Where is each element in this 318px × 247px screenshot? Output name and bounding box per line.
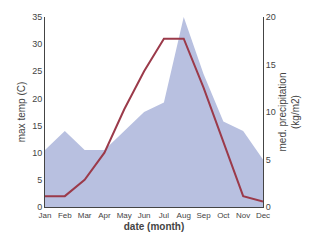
svg-text:Apr: Apr (98, 211, 111, 220)
svg-text:Jan: Jan (39, 211, 52, 220)
svg-text:Oct: Oct (217, 211, 230, 220)
svg-text:Sep: Sep (196, 211, 211, 220)
svg-text:Jul: Jul (159, 211, 169, 220)
svg-text:Mar: Mar (78, 211, 92, 220)
svg-text:20: 20 (32, 94, 42, 104)
svg-text:5: 5 (266, 155, 271, 165)
svg-text:Jun: Jun (138, 211, 151, 220)
svg-text:35: 35 (32, 12, 42, 22)
svg-text:Nov: Nov (236, 211, 250, 220)
svg-text:Aug: Aug (177, 211, 191, 220)
svg-text:10: 10 (32, 148, 42, 158)
svg-text:0: 0 (266, 202, 271, 212)
svg-text:med. precipitation(kg/m2): med. precipitation(kg/m2) (277, 73, 301, 152)
svg-text:30: 30 (32, 39, 42, 49)
svg-text:Dec: Dec (256, 211, 270, 220)
svg-text:20: 20 (266, 12, 276, 22)
svg-text:max temp (C): max temp (C) (16, 82, 27, 143)
svg-text:Feb: Feb (58, 211, 72, 220)
svg-text:5: 5 (37, 175, 42, 185)
svg-text:15: 15 (266, 60, 276, 70)
svg-text:25: 25 (32, 66, 42, 76)
svg-text:10: 10 (266, 107, 276, 117)
svg-text:May: May (117, 211, 132, 220)
svg-text:date (month): date (month) (124, 221, 185, 232)
svg-text:15: 15 (32, 121, 42, 131)
svg-text:0: 0 (37, 202, 42, 212)
